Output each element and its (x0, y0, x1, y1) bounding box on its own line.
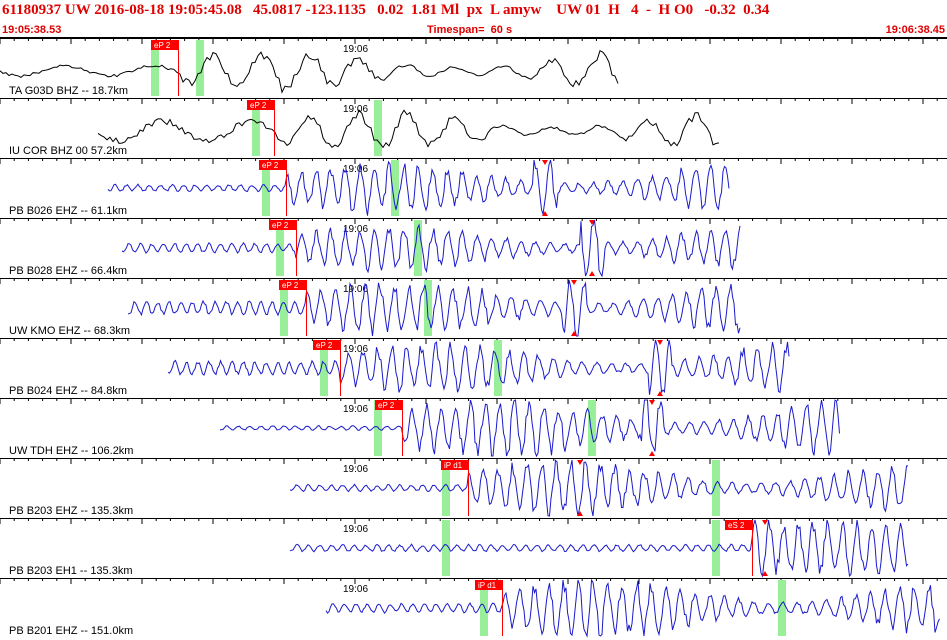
trace-panel[interactable]: 19:06 eP 2 PB B026 EHZ -- 61.1km (0, 158, 947, 218)
amplitude-marker (577, 511, 583, 516)
end-time-label: 19:06:38.45 (885, 24, 945, 36)
minute-label: 19:06 (343, 404, 368, 415)
pick-flag[interactable] (259, 160, 286, 170)
amplitude-marker (657, 340, 663, 345)
pick-window (712, 460, 720, 516)
station-label: IU COR BHZ 00 57.2km (9, 145, 127, 157)
pick-flag[interactable] (375, 400, 402, 410)
pick-flag[interactable] (441, 460, 468, 470)
minute-label: 19:06 (343, 164, 368, 175)
pick-flag-label: eP 2 (272, 221, 289, 230)
pick-window (196, 40, 204, 96)
waveform-trace (219, 399, 840, 458)
station-label: UW TDH EHZ -- 106.2km (9, 445, 133, 457)
waveform-trace (121, 219, 741, 278)
seismogram-panels[interactable]: 19:06 eP 2 TA G03D BHZ -- 18.7km 19:06 eP 2 I… (0, 38, 947, 640)
pick-window (424, 280, 432, 336)
minute-label: 19:06 (343, 284, 368, 295)
trace-panel[interactable]: 19:06 eP 2 PB B024 EHZ -- 84.8km (0, 338, 947, 398)
amplitude-marker (571, 280, 577, 285)
minute-label: 19:06 (343, 584, 368, 595)
pick-flag-label: eP 2 (282, 281, 299, 290)
amplitude-marker (571, 331, 577, 336)
station-label: PB B203 EH1 -- 135.3km (9, 565, 133, 577)
station-label: PB B203 EHZ -- 135.3km (9, 505, 133, 517)
waveform-trace (325, 578, 940, 638)
trace-panel[interactable]: 19:06 eP 2 UW KMO EHZ -- 68.3km (0, 278, 947, 338)
waveform-trace (0, 49, 619, 94)
amplitude-marker (649, 400, 655, 405)
pick-window (374, 100, 382, 156)
amplitude-marker (542, 211, 548, 216)
amplitude-marker (762, 571, 768, 576)
pick-flag[interactable] (151, 40, 178, 50)
amplitude-marker (762, 520, 768, 525)
pick-window (391, 160, 399, 216)
pick-flag-label: eP 2 (154, 41, 171, 50)
start-time-label: 19:05:38.53 (2, 24, 62, 36)
trace-panel[interactable]: 19:06 eP 2 PB B028 EHZ -- 66.4km (0, 218, 947, 278)
minute-label: 19:06 (343, 344, 368, 355)
pick-window (442, 520, 450, 576)
pick-window (320, 340, 328, 396)
trace-panel[interactable]: 19:06 eP 2 UW TDH EHZ -- 106.2km (0, 398, 947, 458)
amplitude-marker (589, 271, 595, 276)
pick-flag-label: eP 2 (250, 101, 267, 110)
waveform-trace (289, 459, 909, 517)
pick-window (442, 460, 450, 516)
pick-flag[interactable] (247, 100, 274, 110)
waveform-trace (289, 519, 909, 578)
amplitude-marker (589, 220, 595, 225)
amplitude-marker (657, 391, 663, 396)
waveform-trace (127, 279, 741, 337)
trace-panel[interactable]: 19:06 eS 2 PB B203 EH1 -- 135.3km (0, 518, 947, 578)
pick-flag-label: eP 2 (378, 401, 395, 410)
amplitude-marker (542, 160, 548, 165)
station-label: PB B026 EHZ -- 61.1km (9, 205, 127, 217)
pick-flag[interactable] (725, 520, 752, 530)
waveform-trace (107, 159, 730, 216)
pick-flag[interactable] (279, 280, 306, 290)
pick-window (712, 520, 720, 576)
time-scale-line (0, 37, 947, 38)
trace-panel[interactable]: 19:06 eP 2 IU COR BHZ 00 57.2km (0, 98, 947, 158)
station-label: TA G03D BHZ -- 18.7km (9, 85, 128, 97)
pick-flag-label: eP 2 (262, 161, 279, 170)
waveform-trace (167, 339, 790, 395)
pick-flag-label: eS 2 (728, 521, 745, 530)
event-title: 61180937 UW 2016-08-18 19:05:45.08 45.08… (2, 2, 770, 18)
amplitude-marker (577, 460, 583, 465)
pick-window (280, 280, 288, 336)
minute-label: 19:06 (343, 44, 368, 55)
pick-window (252, 100, 260, 156)
pick-window (778, 580, 786, 636)
pick-flag-label: eP 2 (316, 341, 333, 350)
pick-flag[interactable] (313, 340, 340, 350)
trace-panel[interactable]: 19:06 eP 2 TA G03D BHZ -- 18.7km (0, 38, 947, 98)
station-label: PB B201 EHZ -- 151.0km (9, 625, 133, 637)
header-bar: 61180937 UW 2016-08-18 19:05:45.08 45.08… (0, 0, 947, 38)
minute-label: 19:06 (343, 524, 368, 535)
minute-label: 19:06 (343, 224, 368, 235)
pick-window (414, 220, 422, 276)
pick-window (151, 40, 159, 96)
minute-label: 19:06 (343, 464, 368, 475)
trace-panel[interactable]: 19:06 iP d1 PB B201 EHZ -- 151.0km (0, 578, 947, 638)
station-label: PB B028 EHZ -- 66.4km (9, 265, 127, 277)
timespan-label: Timespan= 60 s (427, 24, 513, 36)
pick-flag[interactable] (269, 220, 296, 230)
pick-window (494, 340, 502, 396)
pick-flag-label: iP d1 (478, 581, 497, 590)
pick-flag-label: iP d1 (444, 461, 463, 470)
pick-flag[interactable] (475, 580, 502, 590)
pick-window (588, 400, 596, 456)
station-label: UW KMO EHZ -- 68.3km (9, 325, 130, 337)
amplitude-marker (649, 451, 655, 456)
waveform-trace (97, 109, 720, 149)
station-label: PB B024 EHZ -- 84.8km (9, 385, 127, 397)
minute-label: 19:06 (343, 104, 368, 115)
pick-window (480, 580, 488, 636)
trace-panel[interactable]: 19:06 iP d1 PB B203 EHZ -- 135.3km (0, 458, 947, 518)
